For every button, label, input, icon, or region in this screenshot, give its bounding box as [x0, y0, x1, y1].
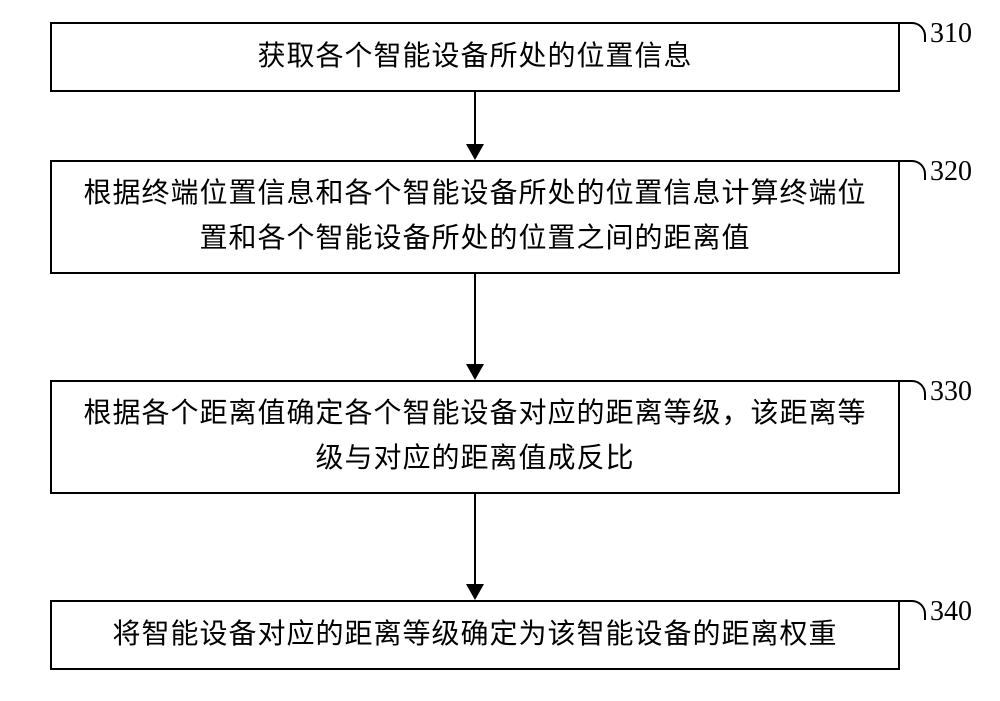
arrow-310-320-head	[466, 144, 484, 160]
step-320-text: 根据终端位置信息和各个智能设备所处的位置信息计算终端位置和各个智能设备所处的位置…	[72, 172, 878, 262]
step-330-leader	[898, 380, 926, 400]
step-310-label: 310	[930, 18, 972, 50]
step-340-text: 将智能设备对应的距离等级确定为该智能设备的距离权重	[112, 613, 837, 658]
step-340-box: 将智能设备对应的距离等级确定为该智能设备的距离权重	[50, 600, 900, 670]
step-320-label: 320	[930, 156, 972, 188]
flowchart-canvas: 获取各个智能设备所处的位置信息 310 根据终端位置信息和各个智能设备所处的位置…	[0, 0, 1000, 701]
step-330-label: 330	[930, 376, 972, 408]
step-310-box: 获取各个智能设备所处的位置信息	[50, 22, 900, 92]
arrow-320-330-head	[466, 364, 484, 380]
arrow-320-330-shaft	[474, 274, 476, 364]
step-320-leader	[898, 160, 926, 180]
step-310-text: 获取各个智能设备所处的位置信息	[257, 35, 692, 80]
step-340-label: 340	[930, 596, 972, 628]
arrow-330-340-shaft	[474, 494, 476, 584]
step-340-leader	[898, 600, 926, 620]
arrow-310-320-shaft	[474, 92, 476, 144]
step-330-box: 根据各个距离值确定各个智能设备对应的距离等级，该距离等级与对应的距离值成反比	[50, 380, 900, 494]
step-310-leader	[898, 22, 926, 42]
step-330-text: 根据各个距离值确定各个智能设备对应的距离等级，该距离等级与对应的距离值成反比	[72, 392, 878, 482]
arrow-330-340-head	[466, 584, 484, 600]
step-320-box: 根据终端位置信息和各个智能设备所处的位置信息计算终端位置和各个智能设备所处的位置…	[50, 160, 900, 274]
